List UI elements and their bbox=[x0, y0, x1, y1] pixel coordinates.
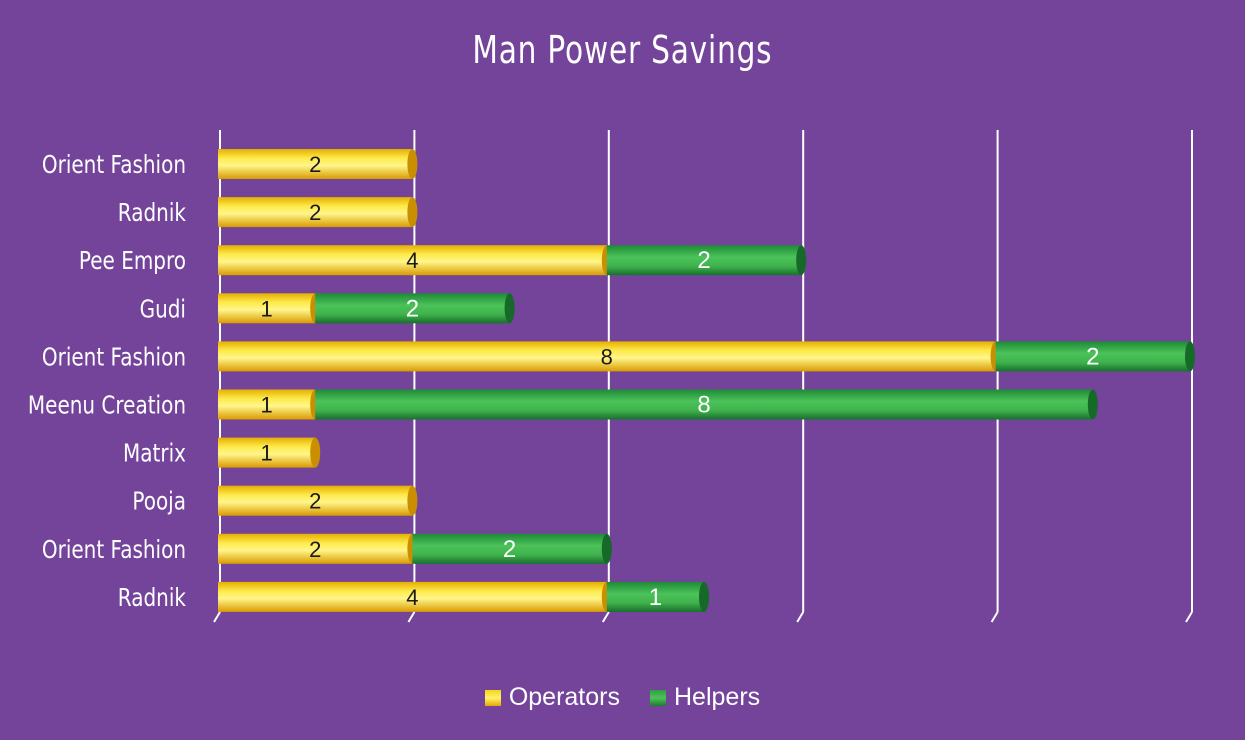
category-axis: Orient Fashion Radnik Pee Empro Gudi Orient … bbox=[28, 151, 187, 613]
bar-helpers bbox=[315, 389, 1093, 420]
bar-helpers bbox=[606, 581, 704, 612]
category-label: Radnik bbox=[118, 584, 187, 613]
data-label: 2 bbox=[309, 489, 321, 514]
bar-end-cap bbox=[504, 293, 515, 324]
bar-end-cap bbox=[1087, 389, 1098, 420]
bar-operators bbox=[218, 485, 413, 516]
bar-operators bbox=[218, 149, 413, 179]
gridline-foot bbox=[1185, 611, 1193, 623]
bar-operators bbox=[218, 389, 316, 420]
category-label: Gudi bbox=[140, 295, 186, 324]
category-label: Orient Fashion bbox=[42, 536, 186, 565]
bar-end-cap bbox=[699, 581, 709, 612]
bar-end-cap bbox=[310, 437, 321, 468]
data-label: 1 bbox=[260, 441, 272, 466]
legend-item-operators[interactable]: Operators bbox=[484, 683, 620, 712]
data-label: 2 bbox=[309, 152, 321, 177]
bar-end-cap bbox=[407, 197, 418, 228]
category-label: Meenu Creation bbox=[28, 391, 186, 420]
bar-end-cap bbox=[796, 245, 807, 276]
data-label: 2 bbox=[697, 247, 710, 274]
data-label: 2 bbox=[309, 537, 321, 562]
data-label: 2 bbox=[406, 295, 419, 322]
legend-swatch-operators bbox=[484, 689, 501, 706]
data-labels: 2 2 4 2 1 2 8 2 1 8 1 2 2 2 4 1 bbox=[260, 152, 1099, 611]
gridline-foot bbox=[601, 611, 610, 623]
bar-operators bbox=[218, 341, 996, 372]
bar-helpers bbox=[315, 293, 510, 324]
bar-helpers bbox=[606, 245, 802, 276]
gridline-foot bbox=[990, 611, 999, 623]
bar-operators bbox=[218, 197, 413, 228]
data-label: 8 bbox=[601, 344, 613, 369]
gridline-foot bbox=[213, 611, 221, 623]
legend-label-helpers: Helpers bbox=[674, 683, 761, 711]
bar-helpers bbox=[412, 533, 607, 564]
gridline-foot bbox=[407, 611, 416, 623]
category-label: Pee Empro bbox=[79, 247, 186, 276]
data-label: 2 bbox=[309, 200, 321, 225]
bar-operators bbox=[218, 437, 316, 468]
bar-operators bbox=[218, 245, 607, 276]
data-label: 1 bbox=[260, 296, 272, 321]
legend-swatch-helpers bbox=[650, 689, 666, 706]
data-label: 1 bbox=[649, 584, 662, 611]
bar-helpers bbox=[995, 341, 1190, 372]
bar-operators bbox=[218, 533, 413, 564]
bars bbox=[218, 149, 1195, 612]
gridline-foot bbox=[796, 611, 805, 623]
category-label: Pooja bbox=[132, 488, 186, 517]
data-label: 2 bbox=[503, 536, 516, 563]
legend: Operators Helpers bbox=[0, 683, 1245, 712]
chart-title: Man Power Savings bbox=[472, 28, 773, 72]
bar-end-cap bbox=[407, 485, 418, 516]
data-label: 4 bbox=[406, 585, 418, 610]
bar-end-cap bbox=[601, 533, 612, 564]
data-label: 1 bbox=[260, 393, 272, 418]
category-label: Radnik bbox=[118, 199, 187, 228]
legend-label-operators: Operators bbox=[508, 683, 620, 711]
legend-item-helpers[interactable]: Helpers bbox=[650, 683, 760, 712]
data-label: 8 bbox=[697, 392, 710, 419]
data-label: 2 bbox=[1086, 343, 1099, 370]
bar-operators bbox=[218, 293, 316, 324]
bar-end-cap bbox=[407, 149, 418, 179]
bar-operators bbox=[218, 581, 607, 612]
category-label: Orient Fashion bbox=[42, 343, 186, 372]
data-label: 4 bbox=[406, 248, 418, 273]
bar-end-cap bbox=[1185, 341, 1195, 372]
category-label: Orient Fashion bbox=[42, 151, 186, 180]
category-label: Matrix bbox=[123, 440, 186, 469]
